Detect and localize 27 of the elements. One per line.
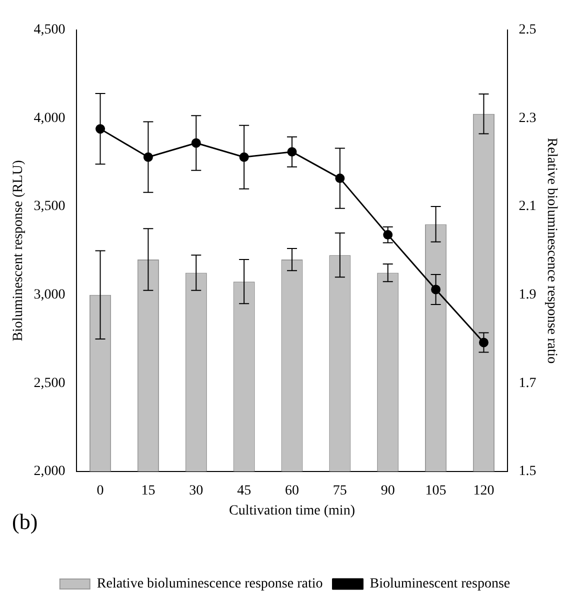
legend-label: Relative bioluminescence response ratio (96, 576, 323, 592)
x-axis-title: Cultivation time (min) (229, 503, 356, 518)
text: (b) (12, 508, 38, 534)
x-tick-label: 15 (141, 483, 156, 498)
y2-tick-label: 2.1 (518, 199, 536, 214)
y2-tick-label: 1.5 (518, 464, 536, 480)
x-tick-label: 45 (237, 483, 252, 498)
x-tick-label: 30 (189, 483, 204, 498)
y-tick-label: 2,000 (34, 464, 66, 480)
y2-tick-label: 1.7 (518, 376, 536, 391)
y2-tick-label: 1.9 (518, 288, 536, 303)
y-axis-title: Bioluminescent response (RLU) (11, 160, 26, 342)
y-tick-label: 3,000 (34, 288, 66, 303)
y-tick-label: 4,500 (34, 22, 66, 38)
x-tick-label: 75 (332, 483, 347, 498)
y-tick-label: 2,500 (34, 376, 66, 391)
y2-tick-label: 2.5 (518, 22, 536, 38)
legend-label: Bioluminescent response (370, 576, 510, 592)
y2-tick-label: 2.3 (518, 110, 536, 126)
x-tick-label: 90 (380, 483, 395, 498)
y-tick-label: 4,000 (34, 110, 66, 126)
y2-axis-title: Relative bioluminescence response ratio (544, 138, 559, 364)
y-tick-label: 3,500 (34, 199, 66, 214)
x-tick-label: 120 (473, 483, 494, 498)
x-tick-label: 105 (425, 483, 446, 498)
x-tick-label: 0 (96, 483, 104, 498)
x-tick-label: 60 (285, 483, 299, 498)
